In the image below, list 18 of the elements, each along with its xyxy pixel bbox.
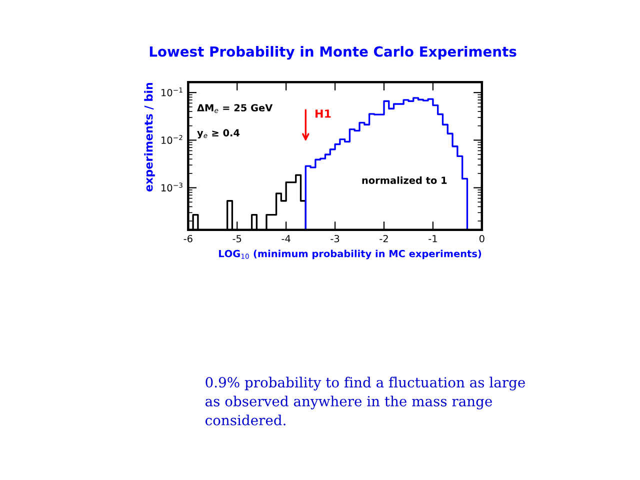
- annotation: y$_{e}$ ≥ 0.4: [197, 129, 240, 138]
- y-axis-title: experiments / bin: [144, 82, 155, 192]
- y-tick-label: 10$^{−1}$: [162, 88, 182, 96]
- text: 0.9% probability to find a fluctuation as large as observed anywhere in the mass range considered.: [205, 376, 525, 426]
- x-axis-title: LOG$_{10}$ (minimum probability in MC experiments): [219, 250, 482, 260]
- x-tick-label: 0: [479, 234, 484, 242]
- annotation: normalized to 1: [362, 176, 447, 184]
- annotation: H1: [316, 110, 331, 118]
- y-tick-label: 10$^{−3}$: [162, 182, 182, 192]
- x-tick-label: -1: [428, 235, 437, 242]
- y-tick-label: 10$^{−2}$: [162, 135, 182, 144]
- x-tick-label: -4: [282, 235, 290, 242]
- x-tick-label: -3: [330, 234, 340, 242]
- x-tick-label: -2: [380, 234, 388, 242]
- x-tick-label: -5: [232, 235, 242, 242]
- x-tick-label: -6: [184, 234, 192, 242]
- chart-title: Lowest Probability in Monte Carlo Experiments: [150, 46, 516, 60]
- annotation: ΔM$_{e}$ = 25 GeV: [197, 104, 273, 113]
